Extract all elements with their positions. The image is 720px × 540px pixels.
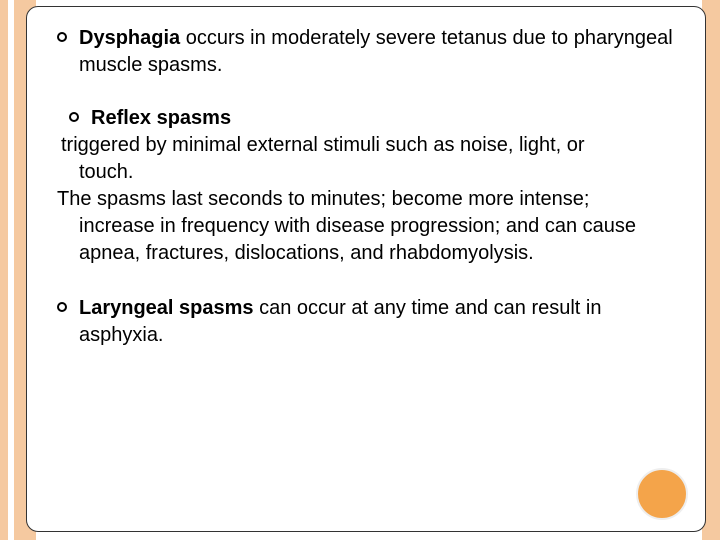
bullet-item-3: Laryngeal spasms can occur at any time a… — [57, 295, 683, 349]
bullet-2-bold-line: Reflex spasms — [91, 105, 683, 132]
bullet-ring-icon — [69, 105, 91, 132]
decor-circle-icon — [636, 468, 688, 520]
bullet-2-line2a: The spasms last seconds to minutes; beco… — [57, 186, 683, 213]
bullet-2-line1: triggered by minimal external stimuli su… — [61, 132, 683, 159]
bullet-2-line2b: increase in frequency with disease progr… — [79, 213, 683, 267]
bullet-3-bold: Laryngeal spasms — [79, 297, 254, 319]
bullet-item-1: Dysphagia occurs in moderately severe te… — [57, 25, 683, 79]
bullet-ring-icon — [57, 295, 79, 349]
bullet-2-bold: Reflex spasms — [91, 107, 231, 129]
bullet-1-bold: Dysphagia — [79, 27, 180, 49]
bullet-3-text: Laryngeal spasms can occur at any time a… — [79, 295, 683, 349]
bullet-1-text: Dysphagia occurs in moderately severe te… — [79, 25, 683, 79]
bullet-2-line1b: touch. — [79, 159, 683, 186]
content-frame: Dysphagia occurs in moderately severe te… — [26, 6, 706, 532]
decor-stripe-far-left — [0, 0, 8, 540]
bullet-ring-icon — [57, 25, 79, 79]
bullet-item-2: Reflex spasms triggered by minimal exter… — [57, 105, 683, 267]
